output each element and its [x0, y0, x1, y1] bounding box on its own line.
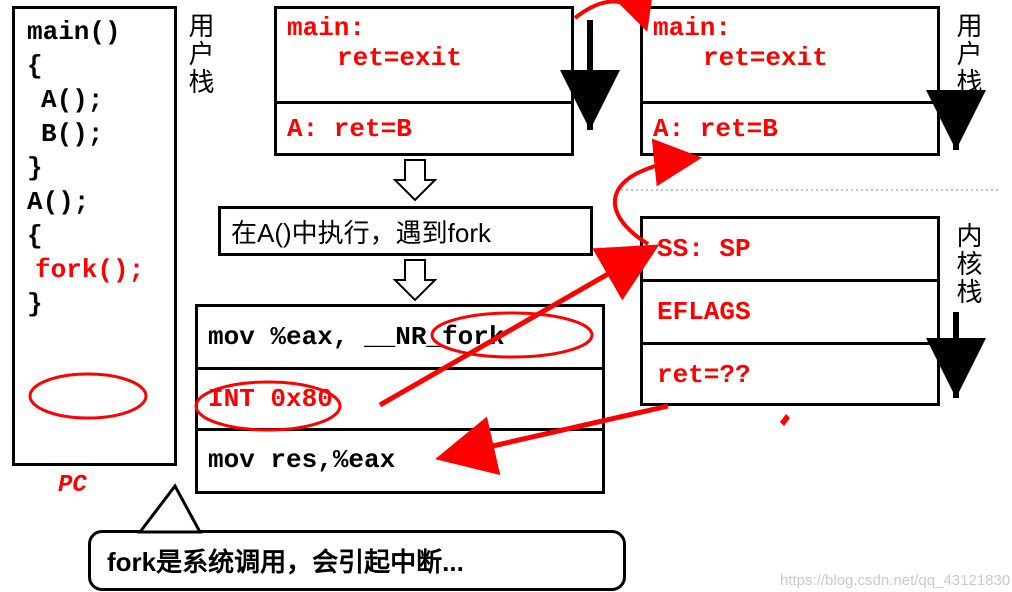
code-line: B(); [17, 117, 172, 151]
stack-text: A: ret=B [287, 114, 561, 144]
pc-mark: PC [58, 472, 87, 499]
stack-text: main: [287, 13, 561, 43]
curve-userstack-copy [575, 2, 646, 28]
stack-row: A: ret=B [643, 104, 937, 178]
label-user-stack-right: 用户栈 [950, 12, 987, 96]
stack-row: main: ret=exit [643, 9, 937, 104]
code-line: { [17, 49, 172, 83]
code-line: main() [17, 15, 172, 49]
stack-text: EFLAGS [657, 297, 751, 327]
stack-row: EFLAGS [643, 282, 937, 345]
watermark: https://blog.csdn.net/qq_43121830 [780, 572, 1010, 589]
user-stack-right: main: ret=exit A: ret=B [640, 6, 940, 156]
asm-line: mov res,%eax [208, 445, 395, 475]
stack-text: A: ret=B [653, 114, 927, 144]
step-text: 在A()中执行，遇到fork [231, 213, 491, 250]
code-line: { [17, 219, 172, 253]
speech-text: fork是系统调用，会引起中断... [107, 542, 464, 579]
step-box: 在A()中执行，遇到fork [218, 206, 593, 256]
left-code-box: main() { A(); B(); } A(); { fork(); } [12, 6, 177, 466]
asm-box: mov %eax, __NR_fork INT 0x80 mov res,%ea… [195, 304, 605, 494]
stack-text: ret=exit [287, 43, 561, 73]
stack-text: ret=exit [653, 43, 927, 73]
asm-row: mov res,%eax [198, 431, 602, 489]
label-user-stack-left: 用户栈 [182, 12, 219, 96]
kernel-stack: SS: SP EFLAGS ret=?? [640, 216, 940, 406]
code-line: A(); [17, 83, 172, 117]
outline-arrow-down-icon [395, 260, 435, 300]
stack-row: ret=?? [643, 345, 937, 405]
pen-mark-icon [780, 414, 790, 426]
speech-bubble: fork是系统调用，会引起中断... [88, 530, 626, 591]
stack-text: SS: SP [657, 234, 751, 264]
stack-text: main: [653, 13, 927, 43]
stack-text: ret=?? [657, 360, 751, 390]
asm-line: INT 0x80 [208, 384, 333, 414]
user-stack-left: main: ret=exit A: ret=B [274, 6, 574, 156]
code-line: A(); [17, 185, 172, 219]
speech-tail [140, 486, 200, 532]
code-line: } [17, 287, 172, 321]
asm-row: INT 0x80 [198, 370, 602, 431]
stack-row: main: ret=exit [277, 9, 571, 104]
code-line: } [17, 151, 172, 185]
stack-row: A: ret=B [277, 104, 571, 178]
code-line-fork: fork(); [17, 253, 172, 287]
asm-line: mov %eax, __NR_fork [208, 322, 504, 352]
stack-row: SS: SP [643, 219, 937, 282]
asm-row: mov %eax, __NR_fork [198, 307, 602, 370]
label-kernel-stack: 内核栈 [950, 222, 987, 306]
